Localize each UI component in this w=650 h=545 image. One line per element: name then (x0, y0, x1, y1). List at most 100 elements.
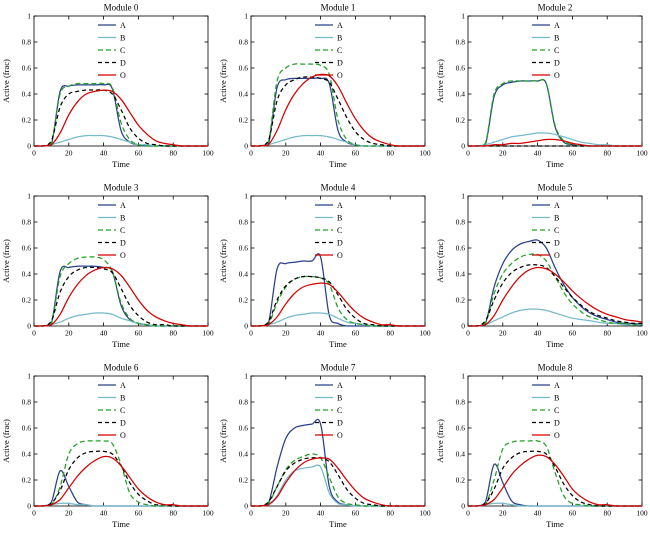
y-axis-label: Active (frac) (1, 239, 11, 283)
legend-D-label: D (554, 238, 560, 247)
chart-title: Module 3 (104, 183, 139, 193)
legend-A-label: A (554, 381, 560, 390)
legend-C-label: C (337, 226, 342, 235)
chart-title: Module 4 (321, 183, 356, 193)
module-4-chart: 0 20 40 60 80 100 0 0.2 0.4 0.6 0.8 1 Module 4 Time Ac… (217, 180, 433, 360)
y-tick-label: 0 (244, 502, 248, 511)
y-tick-label: 1 (27, 192, 31, 201)
legend-entry: C (98, 46, 125, 55)
series-O-line (34, 455, 208, 507)
figure-cell-3: 0 20 40 60 80 100 0 0.2 0.4 0.6 0.8 1 Module 3 Time Ac… (0, 180, 216, 360)
x-tick-label: 40 (100, 509, 108, 518)
legend-entry: A (315, 201, 343, 210)
x-tick-label: 0 (249, 509, 253, 518)
series-C-line (34, 256, 208, 327)
legend-entry: A (532, 381, 560, 390)
x-tick-label: 80 (386, 149, 394, 158)
y-axis-label: Active (frac) (435, 419, 445, 463)
y-tick-label: 0.8 (456, 218, 466, 227)
y-tick-label: 0.2 (239, 116, 249, 125)
legend-entry: C (532, 406, 559, 415)
x-tick-label: 100 (419, 149, 431, 158)
chart-title: Module 0 (104, 3, 139, 13)
figure-cell-0: 0 20 40 60 80 100 0 0.2 0.4 0.6 0.8 1 Module 0 Time Ac… (0, 0, 216, 180)
legend-entry: O (532, 251, 560, 260)
chart-title: Module 8 (538, 363, 573, 373)
series-D-line (251, 275, 425, 327)
y-tick-label: 1 (27, 372, 31, 381)
legend-A-label: A (337, 21, 343, 30)
series-C-line (468, 253, 643, 327)
x-tick-label: 20 (65, 509, 73, 518)
legend-entry: D (98, 58, 126, 67)
y-tick-label: 0.8 (239, 38, 249, 47)
x-axis-label: Time (546, 339, 564, 349)
x-tick-label: 0 (466, 149, 470, 158)
x-tick-label: 20 (282, 149, 290, 158)
y-tick-label: 0.2 (239, 296, 249, 305)
y-tick-label: 0.6 (239, 64, 249, 73)
plot-frame (250, 15, 426, 147)
y-tick-label: 0.6 (456, 424, 466, 433)
legend-O-label: O (337, 71, 343, 80)
x-tick-label: 0 (249, 149, 253, 158)
y-tick-label: 0.2 (456, 296, 466, 305)
legend-entry: D (315, 238, 343, 247)
legend-C-label: C (120, 46, 125, 55)
x-tick-label: 60 (352, 329, 360, 338)
series-D-line (468, 263, 643, 327)
y-axis-label: Active (frac) (218, 59, 228, 103)
y-tick-label: 0.6 (456, 64, 466, 73)
legend-entry: D (532, 58, 560, 67)
legend-C-label: C (337, 406, 342, 415)
x-tick-label: 40 (534, 149, 542, 158)
legend-entry: B (98, 213, 125, 222)
legend-D-label: D (337, 58, 343, 67)
y-tick-label: 0.8 (22, 38, 32, 47)
legend-entry: A (532, 201, 560, 210)
legend-B-label: B (120, 393, 125, 402)
x-tick-label: 100 (202, 509, 214, 518)
y-tick-label: 0 (461, 502, 465, 511)
x-tick-label: 60 (569, 149, 577, 158)
chart-title: Module 1 (321, 3, 356, 13)
axis-ticks: 0 20 40 60 80 100 0 0.2 0.4 0.6 0.8 1 (239, 12, 431, 158)
x-tick-label: 80 (386, 329, 394, 338)
x-tick-label: 20 (282, 329, 290, 338)
legend-D-label: D (337, 418, 343, 427)
y-tick-label: 0.6 (456, 244, 466, 253)
x-tick-label: 20 (499, 329, 507, 338)
y-tick-label: 0.2 (22, 476, 32, 485)
x-axis-label: Time (546, 519, 564, 529)
legend-entry: A (98, 21, 126, 30)
legend-entry: O (532, 71, 560, 80)
y-tick-label: 0.8 (456, 398, 466, 407)
plot-frame (467, 195, 643, 327)
legend-B-label: B (120, 33, 125, 42)
legend-D-label: D (120, 238, 126, 247)
x-tick-label: 20 (282, 509, 290, 518)
legend-entry: O (532, 431, 560, 440)
axis-ticks: 0 20 40 60 80 100 0 0.2 0.4 0.6 0.8 1 (456, 12, 648, 158)
legend-O-label: O (337, 251, 343, 260)
series-O-line (468, 454, 642, 507)
x-tick-label: 0 (32, 329, 36, 338)
legend-A-label: A (120, 381, 126, 390)
legend-entry: A (98, 201, 126, 210)
y-tick-label: 0.8 (239, 218, 249, 227)
module-0-chart: 0 20 40 60 80 100 0 0.2 0.4 0.6 0.8 1 Module 0 Time Ac… (0, 0, 216, 180)
figure-cell-4: 0 20 40 60 80 100 0 0.2 0.4 0.6 0.8 1 Module 4 Time Ac… (217, 180, 433, 360)
axis-ticks: 0 20 40 60 80 100 0 0.2 0.4 0.6 0.8 1 (456, 192, 648, 338)
legend-entry: C (315, 226, 342, 235)
x-tick-label: 60 (135, 149, 143, 158)
legend-B-label: B (337, 393, 342, 402)
y-axis-label: Active (frac) (218, 419, 228, 463)
legend-D-label: D (554, 418, 560, 427)
legend-C-label: C (554, 46, 559, 55)
